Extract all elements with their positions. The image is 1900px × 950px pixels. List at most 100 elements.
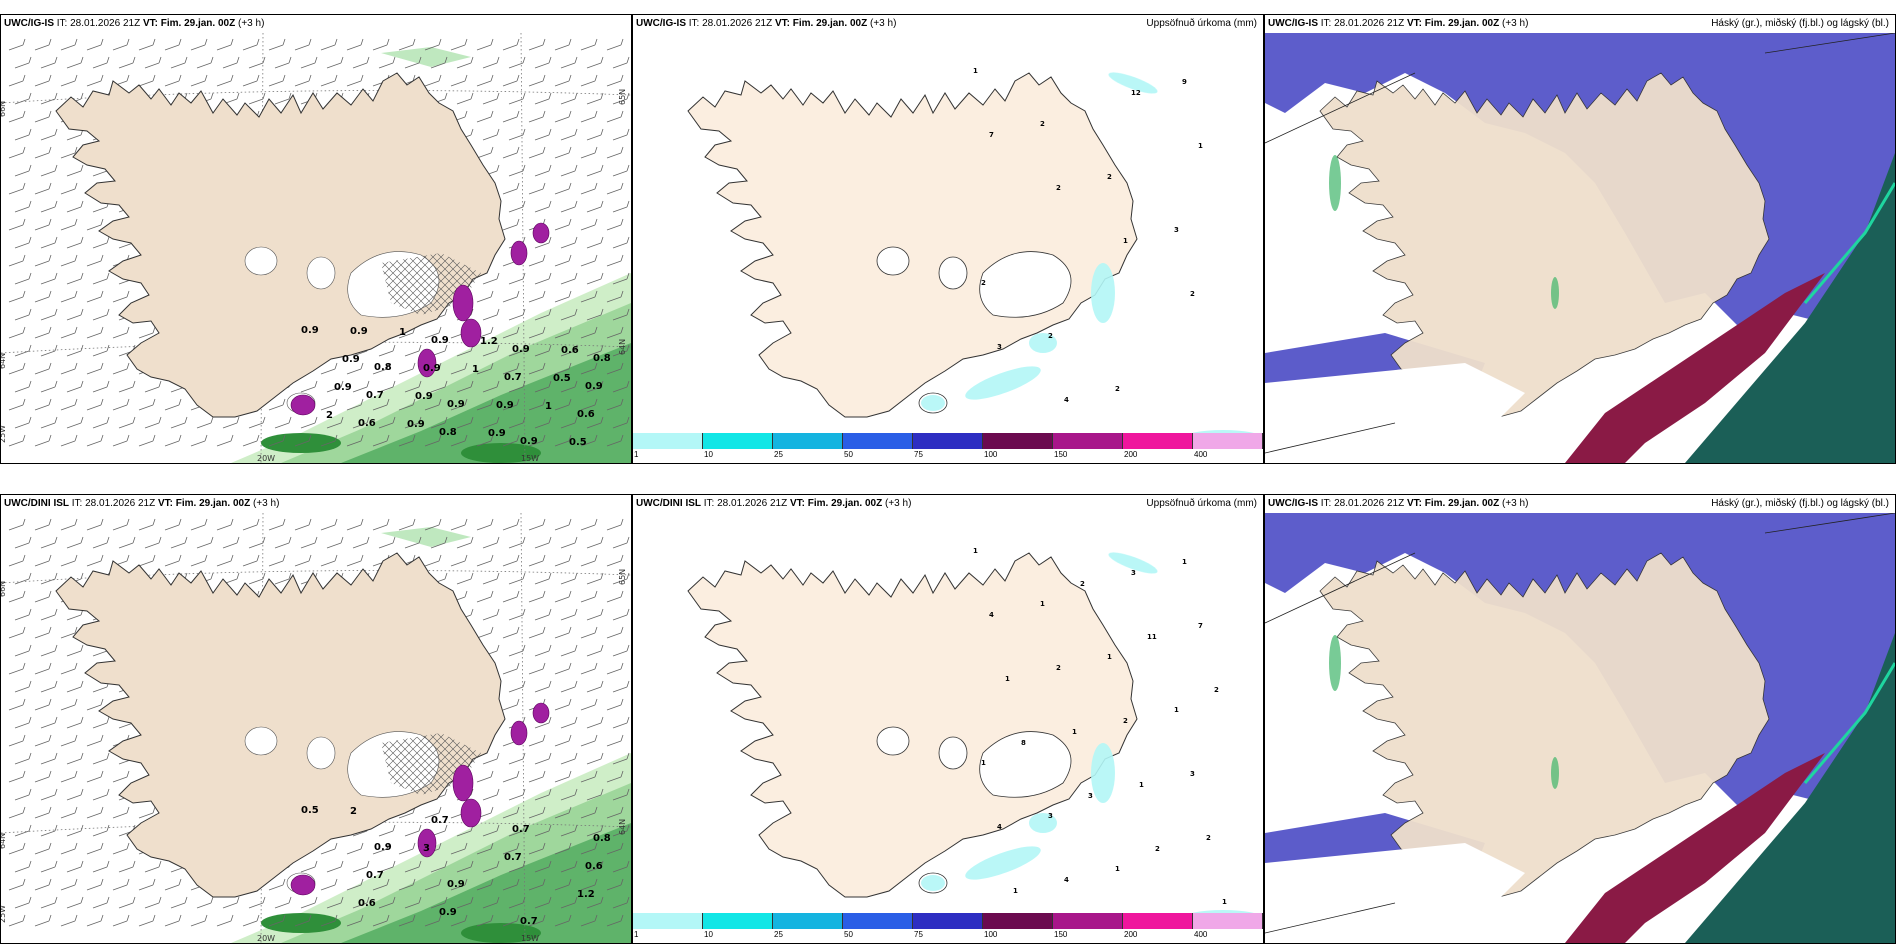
wind-barb (534, 344, 552, 357)
wind-barb (606, 878, 624, 891)
colorbar-tick: 1 (634, 930, 639, 939)
precip-value-label: 1 (399, 327, 406, 338)
wind-barb (612, 344, 630, 357)
wind-barb (456, 860, 474, 873)
colorbar-swatch (843, 433, 913, 449)
wind-barb (560, 608, 578, 621)
wind-barb (274, 56, 292, 69)
field-title: Uppsöfnuð úrkoma (mm) (1146, 498, 1257, 509)
snow-blob (417, 828, 437, 858)
wind-barb (40, 128, 58, 141)
wind-barb (164, 38, 182, 51)
wind-barb (92, 416, 110, 429)
wind-barb (40, 788, 58, 801)
wind-barb (528, 290, 546, 303)
precip-value-label: 2 (326, 410, 333, 421)
model-name: UWC/IG-IS (636, 18, 686, 29)
snow-blob (290, 874, 316, 896)
colorbar-swatch (773, 433, 843, 449)
wind-barb (8, 842, 26, 855)
colorbar-tick: 1 (634, 450, 639, 459)
lead-time: (+3 h) (250, 498, 280, 509)
wind-barb (508, 128, 526, 141)
wind-barb (482, 308, 500, 321)
precip-value-label: 1 (973, 67, 978, 75)
wind-barb (66, 680, 84, 693)
wind-barb (586, 164, 604, 177)
wind-barb (606, 590, 624, 603)
wind-barb (606, 554, 624, 567)
wind-barb (268, 554, 286, 567)
wind-barb (586, 380, 604, 393)
wind-barb (586, 272, 604, 285)
wind-barb (404, 344, 422, 357)
wind-barb (560, 128, 578, 141)
wind-barb (528, 554, 546, 567)
wind-map: 66N 64N 25W 65N 64N 20W 15W 0.5 0.9 0.9 0.7 0.8 0.7 0… (1, 513, 631, 943)
lead-time: (+3 h) (1499, 18, 1529, 29)
wind-barb (66, 644, 84, 657)
colorbar-swatch (913, 913, 983, 929)
panel-header: UWC/DINI ISL IT: 28.01.2026 21Z VT: Fim.… (633, 495, 1263, 513)
wind-barb (164, 914, 182, 927)
wind-barb (346, 518, 364, 531)
lead-time: (+3 h) (867, 18, 897, 29)
wind-barb (60, 914, 78, 927)
wind-barb (326, 416, 344, 429)
wind-barb (274, 572, 292, 585)
wind-barb (372, 878, 390, 891)
wind-barb (508, 308, 526, 321)
wind-barb (86, 74, 104, 87)
wind-barb (144, 896, 162, 909)
precip-colorbar: 1 10 25 50 75 100 150 200 400 (633, 913, 1263, 939)
wind-barb (34, 590, 52, 603)
wind-barb (170, 896, 188, 909)
wind-barb (398, 518, 416, 531)
wind-barb (268, 518, 286, 531)
wind-barb (86, 434, 104, 447)
wind-barb (580, 770, 598, 783)
wind-barb (170, 416, 188, 429)
wind-barb (534, 164, 552, 177)
wind-barb (502, 590, 520, 603)
wind-barb (86, 878, 104, 891)
snow-blob (510, 720, 528, 746)
precip-value-label: 2 (1048, 332, 1053, 340)
lat-label-right: 64N (618, 339, 627, 355)
wind-barb (14, 608, 32, 621)
precip-panel-top: UWC/IG-IS IT: 28.01.2026 21Z VT: Fim. 29… (632, 14, 1264, 464)
wind-barb (112, 518, 130, 531)
precip-value-label: 0.8 (374, 362, 392, 373)
colorbar-swatch (1193, 913, 1263, 929)
wind-barb (40, 272, 58, 285)
precip-value-label: 0.9 (439, 907, 457, 918)
wind-barb (248, 92, 266, 105)
wind-barb (528, 254, 546, 267)
wind-barb (8, 590, 26, 603)
lat-label: 25W (1, 425, 7, 443)
wind-barb (138, 38, 156, 51)
valid-time: VT: Fim. 29.jan. 00Z (157, 498, 251, 509)
snow-blob (290, 394, 316, 416)
wind-barb (586, 56, 604, 69)
precip-value-label: 1 (1182, 558, 1187, 566)
wind-barb (554, 914, 572, 927)
precip-value-label: 2 (350, 806, 357, 817)
wind-barb (534, 128, 552, 141)
wind-barb (398, 434, 416, 447)
wind-barb (34, 662, 52, 675)
wind-barb (580, 326, 598, 339)
wind-barb (450, 842, 468, 855)
wind-barb (14, 416, 32, 429)
wind-barb (612, 572, 630, 585)
iceland-land (1319, 552, 1770, 898)
wind-barb (482, 572, 500, 585)
wind-barb (580, 806, 598, 819)
wind-barb (34, 290, 52, 303)
precip-value-label: 2 (1214, 686, 1219, 694)
high-cloud-edge (1803, 662, 1895, 784)
wind-barb (554, 398, 572, 411)
wind-barb (8, 362, 26, 375)
wind-barb (612, 308, 630, 321)
